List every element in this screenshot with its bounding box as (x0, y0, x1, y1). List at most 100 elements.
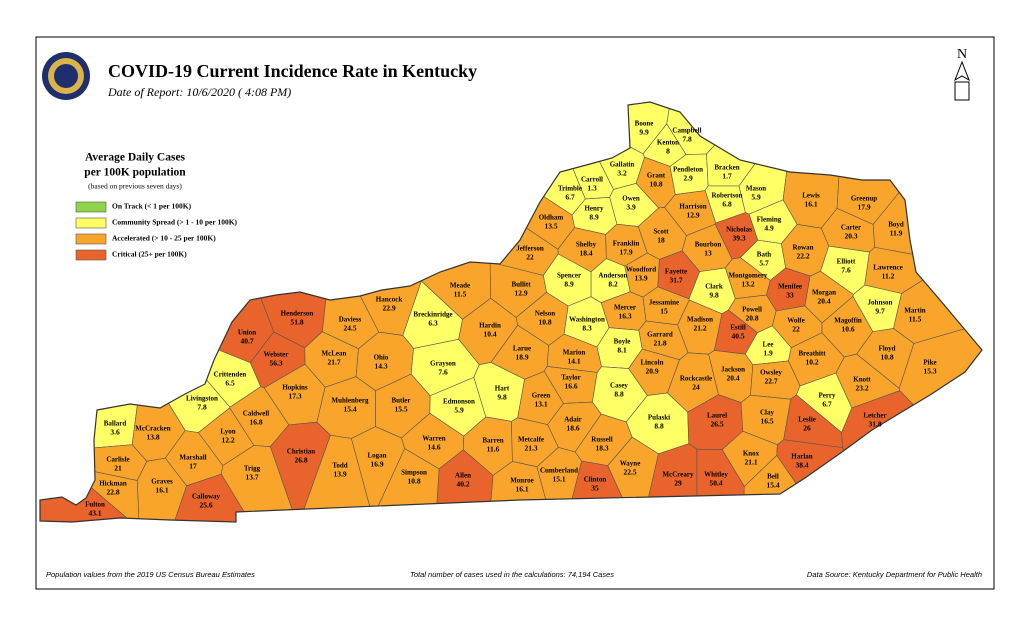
county-name: Trigg (244, 465, 261, 473)
county-name: Rowan (792, 244, 813, 252)
county-value: 15.4 (766, 481, 779, 490)
county-name: Knox (743, 450, 760, 458)
county-name: Grant (647, 172, 666, 180)
county-name: Gallatin (610, 161, 635, 169)
county-value: 26 (803, 424, 811, 433)
county-value: 8.3 (582, 324, 592, 333)
county-value: 9.8 (709, 291, 719, 300)
county-value: 51.8 (290, 318, 303, 327)
county-name: Owsley (760, 369, 782, 377)
county-name: Harrison (679, 203, 706, 211)
county-value: 12.9 (686, 211, 699, 220)
county-value: 21.3 (524, 444, 537, 453)
county-name: Garrard (647, 331, 673, 339)
county-name: Hancock (376, 296, 403, 304)
county-name: Harlan (791, 453, 812, 461)
county-name: Allen (455, 472, 471, 480)
county-name: Warren (422, 435, 445, 443)
county-name: Jackson (721, 366, 745, 374)
county-name: Casey (610, 382, 628, 390)
county-value: 21.8 (653, 339, 666, 348)
county-name: Cumberland (540, 467, 578, 475)
county-name: Hart (495, 385, 510, 393)
county-name: Lewis (802, 192, 820, 200)
county-name: Carter (841, 224, 861, 232)
county-name: Meade (450, 282, 470, 290)
county-name: Knott (853, 376, 871, 384)
county-name: Kenton (657, 139, 679, 147)
county-value: 10.4 (483, 330, 496, 339)
county-value: 40.7 (240, 337, 253, 346)
county-name: Metcalfe (518, 436, 544, 444)
legend-swatch (75, 201, 107, 213)
county-name: Woodford (626, 266, 656, 274)
county-value: 56.3 (269, 359, 282, 368)
county-name: Wolfe (787, 317, 805, 325)
county-value: 9.7 (875, 307, 885, 316)
county-value: 18.4 (579, 249, 592, 258)
county-name: Pendleton (673, 166, 703, 174)
county-value: 7.6 (438, 368, 448, 377)
county-value: 17.9 (619, 248, 632, 257)
county-value: 10.2 (805, 358, 818, 367)
county-value: 22.5 (623, 468, 636, 477)
county-name: Oldham (539, 214, 564, 222)
county (171, 473, 256, 522)
county-value: 20.9 (645, 367, 658, 376)
county-name: Laurel (707, 412, 727, 420)
county-name: Hopkins (282, 384, 308, 392)
county-name: Estill (730, 324, 746, 332)
county-name: Logan (367, 452, 386, 460)
county-value: 6.8 (722, 200, 732, 209)
county-value: 17 (189, 462, 197, 471)
county-name: Whitley (704, 471, 728, 479)
county-name: Magoffin (834, 317, 862, 325)
county-name: Fulton (85, 501, 105, 509)
county-name: Robertson (711, 192, 742, 200)
legend-label: On Track (< 1 per 100K) (112, 202, 192, 211)
county (666, 102, 767, 155)
county-value: 15.5 (394, 405, 407, 414)
county-value: 5.9 (751, 193, 761, 202)
county-value: 15.4 (343, 405, 356, 414)
county-name: Calloway (192, 493, 221, 501)
county-name: Taylor (561, 374, 581, 382)
county-name: Boone (635, 120, 654, 128)
county-name: Ballard (104, 420, 127, 428)
county-value: 10.6 (841, 325, 854, 334)
county-name: Perry (818, 392, 836, 400)
county-value: 5.9 (454, 406, 464, 415)
county-value: 5.7 (759, 259, 769, 268)
county-value: 11.9 (890, 229, 903, 238)
county-name: Union (238, 329, 256, 337)
county-value: 10.8 (649, 180, 662, 189)
county-name: Nelson (535, 310, 555, 318)
county-name: Clay (760, 409, 775, 417)
legend-label: Community Spread (> 1 - 10 per 100K) (112, 218, 238, 227)
county-name: Elliott (837, 258, 856, 266)
county-name: Larue (513, 345, 531, 353)
county-name: Bath (757, 251, 772, 259)
county-value: 20.4 (726, 374, 739, 383)
county-value: 9.8 (497, 393, 507, 402)
county-name: Menifee (778, 283, 802, 291)
county-value: 13 (704, 249, 712, 258)
county-value: 22.2 (796, 252, 809, 261)
county-value: 13.9 (634, 274, 647, 283)
county-value: 12.9 (514, 289, 527, 298)
county-value: 18 (657, 236, 665, 245)
county-name: Clark (705, 283, 723, 291)
county-name: Pike (923, 359, 936, 367)
county-value: 10.8 (538, 318, 551, 327)
legend-swatch (75, 249, 107, 261)
county-name: Shelby (576, 241, 597, 249)
county-value: 11.5 (909, 315, 922, 324)
county (40, 444, 148, 481)
county-value: 16.1 (155, 486, 168, 495)
county-value: 38.4 (795, 461, 808, 470)
county-value: 26.8 (294, 456, 307, 465)
county-value: 25.6 (199, 501, 212, 510)
county-name: Marion (563, 349, 586, 357)
county-name: Jessamine (649, 299, 679, 307)
